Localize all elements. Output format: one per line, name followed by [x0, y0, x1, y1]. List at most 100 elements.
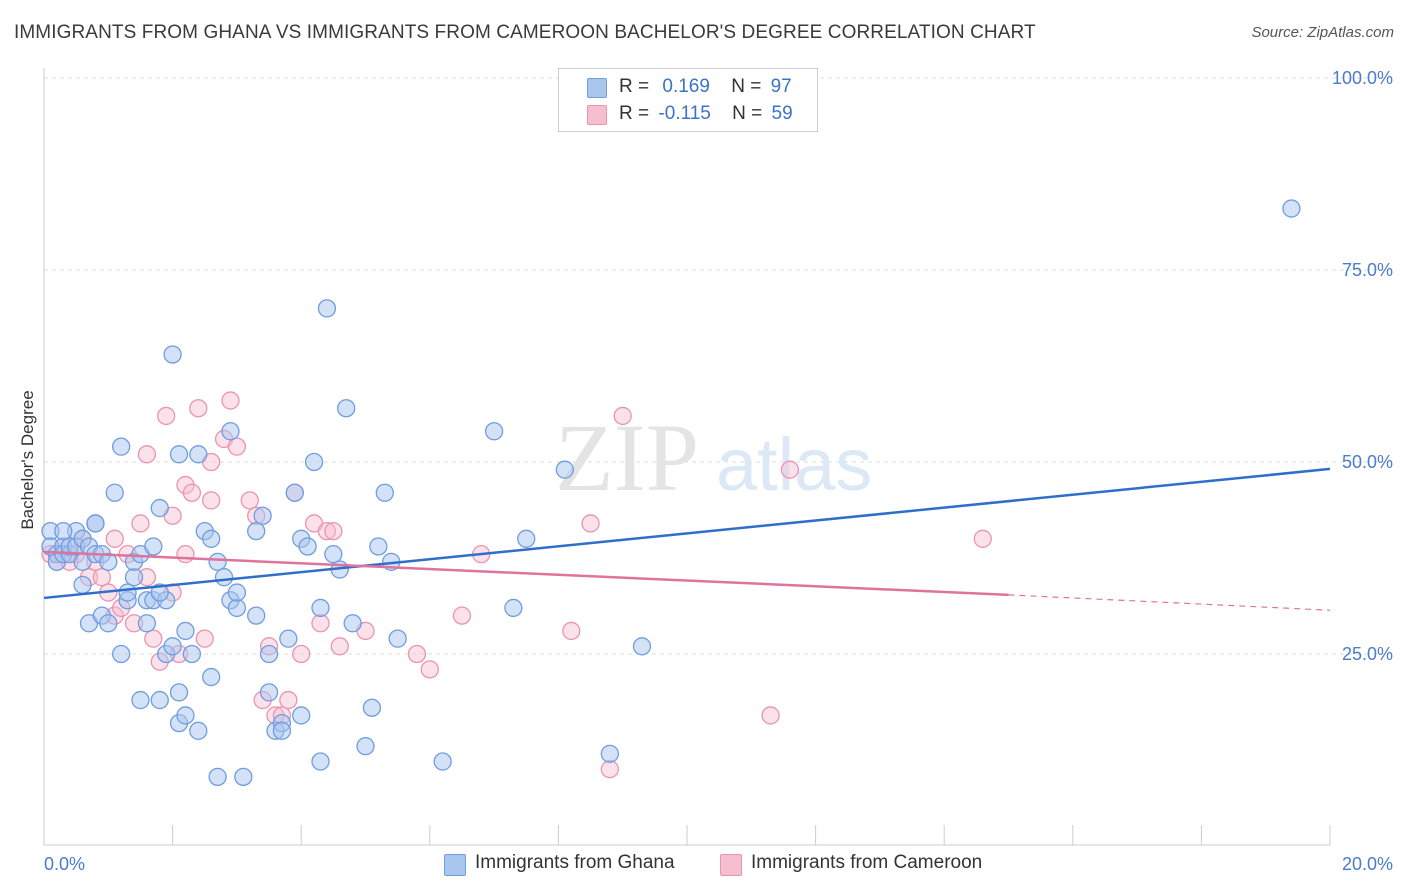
source-label: Source: ZipAtlas.com	[1251, 24, 1394, 41]
ghana-point	[632, 637, 652, 656]
ghana-point	[247, 606, 266, 625]
cameroon-point	[973, 529, 992, 548]
ghana-point	[182, 644, 202, 664]
ghana-point	[292, 706, 311, 725]
cameroon-point	[182, 483, 202, 502]
ghana-point	[112, 437, 131, 456]
ghana-point	[356, 737, 375, 756]
x-tick-label: 0.0%	[44, 854, 85, 874]
ghana-point	[189, 721, 208, 740]
cameroon-point	[292, 644, 311, 664]
ghana-swatch	[587, 78, 607, 98]
ghana-point	[227, 598, 247, 618]
ghana-point	[150, 498, 169, 518]
ghana-point	[208, 552, 227, 571]
ghana-point	[362, 698, 382, 717]
cameroon-point	[105, 529, 124, 548]
x-tick-label: 20.0%	[1342, 854, 1393, 874]
cameroon-trend-line	[43, 550, 1009, 597]
ghana-point	[105, 483, 124, 502]
ghana-point	[54, 521, 73, 541]
ghana-point	[343, 614, 362, 633]
ghana-point	[214, 568, 234, 587]
ghana-point	[112, 644, 131, 664]
watermark-zip: ZIP	[555, 404, 699, 511]
ghana-point	[73, 575, 92, 595]
y-tick-label: 75.0%	[1342, 260, 1393, 280]
ghana-point	[311, 752, 330, 771]
legend-cameroon-swatch	[720, 854, 742, 876]
cameroon-point	[221, 391, 240, 410]
cameroon-point	[324, 521, 343, 541]
ghana-point	[131, 690, 150, 710]
y-tick-label: 25.0%	[1342, 644, 1393, 664]
ghana-point	[600, 744, 619, 763]
cameroon-point	[144, 629, 163, 648]
ghana-point	[259, 644, 279, 664]
chart-title: IMMIGRANTS FROM GHANA VS IMMIGRANTS FROM…	[14, 22, 1036, 43]
ghana-r-value: 0.169	[662, 76, 710, 97]
gridlines	[44, 77, 1392, 655]
ghana-point	[369, 537, 388, 556]
trend-lines	[43, 467, 1331, 611]
cameroon-n-value: 59	[771, 103, 793, 124]
cameroon-point	[780, 460, 800, 479]
y-tick-label: 50.0%	[1342, 452, 1393, 472]
ghana-trend-line	[43, 467, 1331, 600]
cameroon-point	[317, 521, 337, 541]
ghana-point	[375, 483, 394, 502]
cameroon-r-label: R =	[619, 103, 650, 124]
ghana-point	[227, 583, 247, 602]
legend-ghana-label: Immigrants from Ghana	[475, 852, 675, 873]
cameroon-point	[176, 545, 195, 564]
ghana-point	[118, 583, 137, 602]
watermark: ZIP atlas	[555, 404, 872, 511]
ghana-point	[517, 529, 536, 548]
tick-labels: 25.0% 50.0% 75.0% 100.0% 0.0% 20.0%	[44, 68, 1393, 874]
ghana-point	[304, 452, 324, 472]
ghana-n-label: N =	[731, 76, 762, 97]
ghana-point	[163, 345, 182, 364]
cameroon-point	[311, 614, 330, 633]
ghana-point	[99, 552, 118, 571]
ghana-point	[176, 621, 195, 641]
ghana-point	[124, 568, 144, 587]
cameroon-n-label: N =	[732, 103, 763, 124]
ghana-point	[298, 537, 317, 556]
cameroon-point	[92, 568, 112, 587]
ghana-point	[253, 506, 272, 525]
cameroon-point	[452, 606, 472, 625]
cameroon-point	[131, 514, 150, 533]
correlation-legend: R = 0.169 N = 97 R = -0.115 N = 59	[558, 68, 818, 132]
cameroon-point	[420, 660, 439, 679]
ghana-point	[311, 598, 330, 618]
ghana-point	[169, 683, 189, 702]
cameroon-point	[137, 445, 157, 464]
ghana-point	[388, 629, 407, 648]
cameroon-point	[195, 629, 214, 648]
ghana-point	[234, 767, 253, 787]
ghana-point	[279, 629, 298, 648]
cameroon-trend-extension	[1008, 594, 1331, 611]
ghana-n-value: 97	[770, 76, 792, 97]
ghana-point	[433, 752, 452, 771]
ghana-point	[189, 445, 208, 464]
y-tick-label: 100.0%	[1332, 68, 1393, 88]
ghana-point	[202, 667, 221, 687]
cameroon-point	[202, 491, 221, 510]
ghana-point	[221, 422, 240, 441]
ghana-point	[99, 614, 118, 633]
cameroon-point	[600, 760, 619, 779]
axes	[43, 68, 1331, 846]
ghana-point	[484, 422, 504, 441]
ghana-point	[137, 614, 157, 633]
ghana-point	[285, 483, 304, 502]
ghana-point	[208, 767, 227, 787]
ghana-point	[176, 706, 195, 725]
ghana-point	[337, 399, 356, 418]
cameroon-point	[279, 690, 298, 710]
cameroon-point	[189, 399, 208, 418]
ghana-point	[504, 598, 523, 618]
cameroon-swatch	[587, 105, 607, 125]
